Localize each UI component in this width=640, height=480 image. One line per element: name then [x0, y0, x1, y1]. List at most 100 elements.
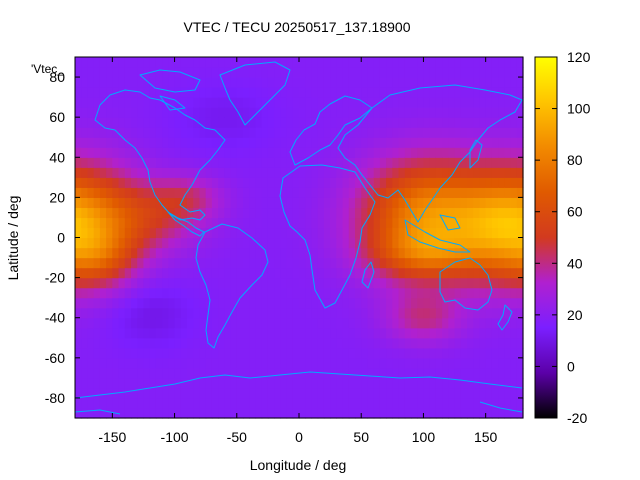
- heatmap-cell: [498, 167, 505, 178]
- heatmap-cell: [485, 217, 493, 229]
- heatmap-cell: [330, 257, 337, 269]
- heatmap-cell: [429, 207, 437, 219]
- heatmap-cell: [162, 257, 169, 269]
- heatmap-cell: [404, 167, 412, 178]
- heatmap-cell: [323, 277, 331, 289]
- heatmap-cell: [174, 367, 182, 379]
- heatmap-cell: [292, 357, 300, 369]
- heatmap-cell: [143, 297, 151, 309]
- key-label: 'Vtec_: [31, 62, 64, 76]
- heatmap-cell: [267, 117, 275, 128]
- heatmap-cell: [510, 297, 518, 309]
- heatmap-cell: [467, 137, 474, 148]
- heatmap-cell: [149, 87, 157, 98]
- heatmap-cell: [473, 107, 481, 118]
- heatmap-cell: [243, 297, 250, 309]
- heatmap-cell: [442, 357, 449, 369]
- heatmap-cell: [131, 297, 138, 309]
- heatmap-cell: [311, 237, 319, 249]
- heatmap-cell: [81, 357, 89, 369]
- heatmap-cell: [118, 257, 126, 269]
- heatmap-cell: [516, 117, 524, 128]
- heatmap-cell: [193, 277, 201, 289]
- heatmap-cell: [118, 97, 126, 108]
- heatmap-cell: [411, 137, 418, 148]
- heatmap-cell: [311, 107, 319, 118]
- heatmap-cell: [193, 367, 201, 379]
- heatmap-cell: [199, 77, 207, 88]
- heatmap-cell: [323, 87, 331, 98]
- heatmap-cell: [174, 207, 182, 219]
- coastlines: [74, 61, 523, 415]
- heatmap-cell: [143, 327, 151, 339]
- heatmap-cell: [93, 77, 101, 88]
- heatmap-cell: [249, 197, 257, 209]
- heatmap-cell: [236, 197, 244, 209]
- heatmap-cell: [236, 147, 244, 158]
- heatmap-cell: [267, 97, 275, 108]
- heatmap-cell: [467, 127, 474, 138]
- heatmap-cell: [87, 67, 95, 78]
- heatmap-cell: [292, 177, 300, 188]
- heatmap-cell: [435, 307, 443, 319]
- heatmap-cell: [367, 387, 375, 399]
- heatmap-cell: [149, 287, 157, 299]
- heatmap-cell: [87, 387, 95, 399]
- heatmap-cell: [417, 117, 425, 128]
- heatmap-cell: [392, 287, 400, 299]
- heatmap-cell: [236, 87, 244, 98]
- heatmap-cell: [336, 337, 344, 349]
- heatmap-cell: [261, 147, 269, 158]
- heatmap-cell: [442, 367, 449, 379]
- heatmap-cell: [81, 317, 89, 329]
- heatmap-cell: [323, 127, 331, 138]
- heatmap-cell: [367, 157, 375, 168]
- heatmap-cell: [199, 397, 207, 409]
- heatmap-cell: [149, 177, 157, 188]
- heatmap-cell: [99, 127, 107, 138]
- heatmap-cell: [373, 327, 381, 339]
- heatmap-cell: [180, 127, 188, 138]
- heatmap-cell: [155, 197, 163, 209]
- heatmap-cell: [174, 167, 182, 178]
- heatmap-cell: [317, 387, 325, 399]
- heatmap-cell: [317, 217, 325, 229]
- heatmap-cell: [348, 217, 356, 229]
- heatmap-cell: [180, 317, 188, 329]
- heatmap-cell: [193, 307, 201, 319]
- heatmap-cell: [404, 287, 412, 299]
- heatmap-cell: [255, 237, 263, 249]
- heatmap-cell: [286, 77, 294, 88]
- heatmap-cell: [330, 277, 337, 289]
- heatmap-cell: [267, 357, 275, 369]
- heatmap-cell: [87, 347, 95, 359]
- heatmap-cell: [485, 267, 493, 279]
- heatmap-cell: [174, 107, 182, 118]
- heatmap-cell: [143, 397, 151, 409]
- heatmap-cell: [516, 57, 524, 68]
- heatmap-cell: [498, 317, 505, 329]
- heatmap-cell: [286, 137, 294, 148]
- heatmap-cell: [118, 367, 126, 379]
- heatmap-cell: [479, 97, 487, 108]
- heatmap-cell: [473, 187, 481, 198]
- coastline-new-zealand: [497, 304, 513, 331]
- heatmap-cell: [224, 357, 232, 369]
- heatmap-cell: [261, 57, 269, 68]
- heatmap-cell: [299, 217, 306, 229]
- heatmap-cell: [255, 67, 263, 78]
- heatmap-cell: [386, 157, 393, 168]
- heatmap-cell: [299, 407, 306, 419]
- heatmap-cell: [286, 367, 294, 379]
- heatmap-cell: [205, 367, 213, 379]
- heatmap-cell: [286, 357, 294, 369]
- heatmap-cell: [342, 167, 350, 178]
- heatmap-cell: [411, 307, 418, 319]
- heatmap-cell: [249, 297, 257, 309]
- heatmap-cell: [286, 377, 294, 389]
- heatmap-cell: [510, 227, 518, 239]
- heatmap-cell: [305, 217, 313, 229]
- heatmap-cell: [81, 337, 89, 349]
- heatmap-cell: [342, 87, 350, 98]
